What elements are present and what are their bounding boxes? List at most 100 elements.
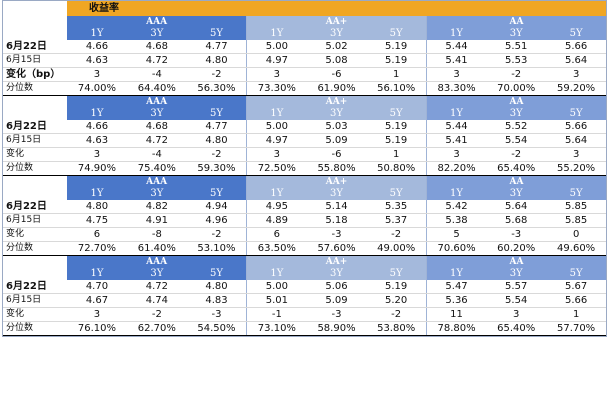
- value-cell: 5.67: [546, 280, 607, 294]
- value-cell: 3: [67, 67, 127, 82]
- value-cell: 74.00%: [67, 81, 127, 96]
- tenor-header: 3Y: [486, 188, 547, 200]
- value-cell: 11: [425, 307, 487, 322]
- value-cell: 59.30%: [186, 161, 247, 176]
- value-cell: 4.91: [126, 213, 187, 228]
- value-cell: -2: [126, 307, 187, 322]
- tenor-header: 1Y: [246, 28, 307, 40]
- table-row: 变化 3 -4 -2 3 -6 1 3 -2 3: [3, 147, 607, 162]
- value-cell: 72.70%: [67, 241, 127, 256]
- table-row: 6月22日 4.66 4.68 4.77 5.00 5.02 5.19 5.44 5.51 5.6…: [3, 40, 607, 54]
- value-cell: -3: [486, 227, 547, 242]
- value-cell: 61.90%: [306, 81, 367, 96]
- tenor-header: 1Y: [67, 28, 127, 40]
- value-cell: 5.00: [246, 280, 307, 294]
- value-cell: 3: [425, 67, 487, 82]
- value-cell: 5.35: [366, 200, 427, 214]
- tenor-header: 1Y: [246, 188, 307, 200]
- value-cell: 49.00%: [366, 241, 427, 256]
- value-cell: 6: [246, 227, 307, 242]
- value-cell: 1: [546, 307, 607, 322]
- value-cell: 4.89: [246, 213, 307, 228]
- tenor-header: 1Y: [425, 188, 487, 200]
- tenor-header: 3Y: [306, 108, 367, 120]
- row-label: 变化: [3, 147, 67, 162]
- value-cell: 4.97: [246, 133, 307, 148]
- table-title: 收益率: [67, 1, 607, 16]
- value-cell: 5.06: [306, 280, 367, 294]
- value-cell: 82.20%: [425, 161, 487, 176]
- section-name: 企业债: [3, 95, 67, 120]
- tenor-header: 3Y: [486, 28, 547, 40]
- value-cell: 65.40%: [486, 161, 547, 176]
- value-cell: 5.68: [486, 213, 547, 228]
- table-row: 6月15日 4.63 4.72 4.80 4.97 5.08 5.19 5.41 5.53 5.6…: [3, 53, 607, 68]
- corner-cell: [3, 1, 67, 16]
- value-cell: 4.66: [67, 40, 127, 54]
- tenor-header: 3Y: [306, 188, 367, 200]
- value-cell: 5.38: [425, 213, 487, 228]
- value-cell: 5.85: [546, 213, 607, 228]
- tenor-header: 5Y: [366, 268, 427, 280]
- value-cell: 5.47: [425, 280, 487, 294]
- value-cell: 5.85: [546, 200, 607, 214]
- value-cell: 56.30%: [186, 81, 247, 96]
- value-cell: 60.20%: [486, 241, 547, 256]
- grade-header: AA: [425, 95, 607, 108]
- value-cell: 1: [366, 67, 427, 82]
- value-cell: 3: [425, 147, 487, 162]
- row-label: 分位数: [3, 241, 67, 256]
- value-cell: 5.54: [486, 293, 547, 308]
- value-cell: 70.60%: [425, 241, 487, 256]
- value-cell: 4.77: [186, 40, 247, 54]
- value-cell: 5.44: [425, 120, 487, 134]
- tenor-header: 3Y: [126, 188, 187, 200]
- value-cell: 5.20: [366, 293, 427, 308]
- tenor-header: 5Y: [186, 268, 247, 280]
- value-cell: 4.97: [246, 53, 307, 68]
- value-cell: 5.02: [306, 40, 367, 54]
- value-cell: -3: [306, 227, 367, 242]
- value-cell: -2: [366, 307, 427, 322]
- value-cell: 5.41: [425, 133, 487, 148]
- value-cell: -4: [126, 147, 187, 162]
- value-cell: 5.09: [306, 293, 367, 308]
- table-row: 分位数 72.70% 61.40% 53.10% 63.50% 57.60% 49.00% 7…: [3, 241, 607, 256]
- value-cell: 83.30%: [425, 81, 487, 96]
- value-cell: 3: [67, 147, 127, 162]
- value-cell: -4: [126, 67, 187, 82]
- value-cell: 3: [67, 307, 127, 322]
- tenor-header: 5Y: [186, 188, 247, 200]
- value-cell: 5.19: [366, 40, 427, 54]
- table-row: 分位数 76.10% 62.70% 54.50% 73.10% 58.90% 53.80% 7…: [3, 321, 607, 336]
- value-cell: 5.42: [425, 200, 487, 214]
- value-cell: 3: [246, 67, 307, 82]
- value-cell: -3: [306, 307, 367, 322]
- value-cell: 50.80%: [366, 161, 427, 176]
- value-cell: 5.41: [425, 53, 487, 68]
- value-cell: 4.72: [126, 280, 187, 294]
- value-cell: 4.63: [67, 133, 127, 148]
- value-cell: 57.60%: [306, 241, 367, 256]
- tenor-header: 3Y: [126, 268, 187, 280]
- value-cell: 78.80%: [425, 321, 487, 336]
- value-cell: 56.10%: [366, 81, 427, 96]
- value-cell: -2: [186, 227, 247, 242]
- row-label: 变化（bp）: [3, 67, 67, 82]
- table-row: 变化 3 -2 -3 -1 -3 -2 11 3 1: [3, 307, 607, 322]
- value-cell: 76.10%: [67, 321, 127, 336]
- value-cell: -3: [186, 307, 247, 322]
- table-row: 变化 6 -8 -2 6 -3 -2 5 -3 0: [3, 227, 607, 242]
- value-cell: 4.72: [126, 133, 187, 148]
- row-label: 6月15日: [3, 133, 67, 148]
- table-row: 6月15日 4.67 4.74 4.83 5.01 5.09 5.20 5.36 5.54 5.6…: [3, 293, 607, 308]
- value-cell: 73.10%: [246, 321, 307, 336]
- value-cell: 70.00%: [486, 81, 547, 96]
- tenor-header: 5Y: [546, 268, 607, 280]
- tenor-header: 1Y: [67, 108, 127, 120]
- value-cell: -2: [486, 147, 547, 162]
- value-cell: -1: [246, 307, 307, 322]
- yield-table-body: 收益率 中票 AAA AA+ AA 1Y 3Y 5Y 1Y 3Y 5Y 1Y 3Y 5Y 6月22日 4.6…: [3, 1, 607, 336]
- value-cell: 4.94: [186, 200, 247, 214]
- value-cell: 4.80: [186, 53, 247, 68]
